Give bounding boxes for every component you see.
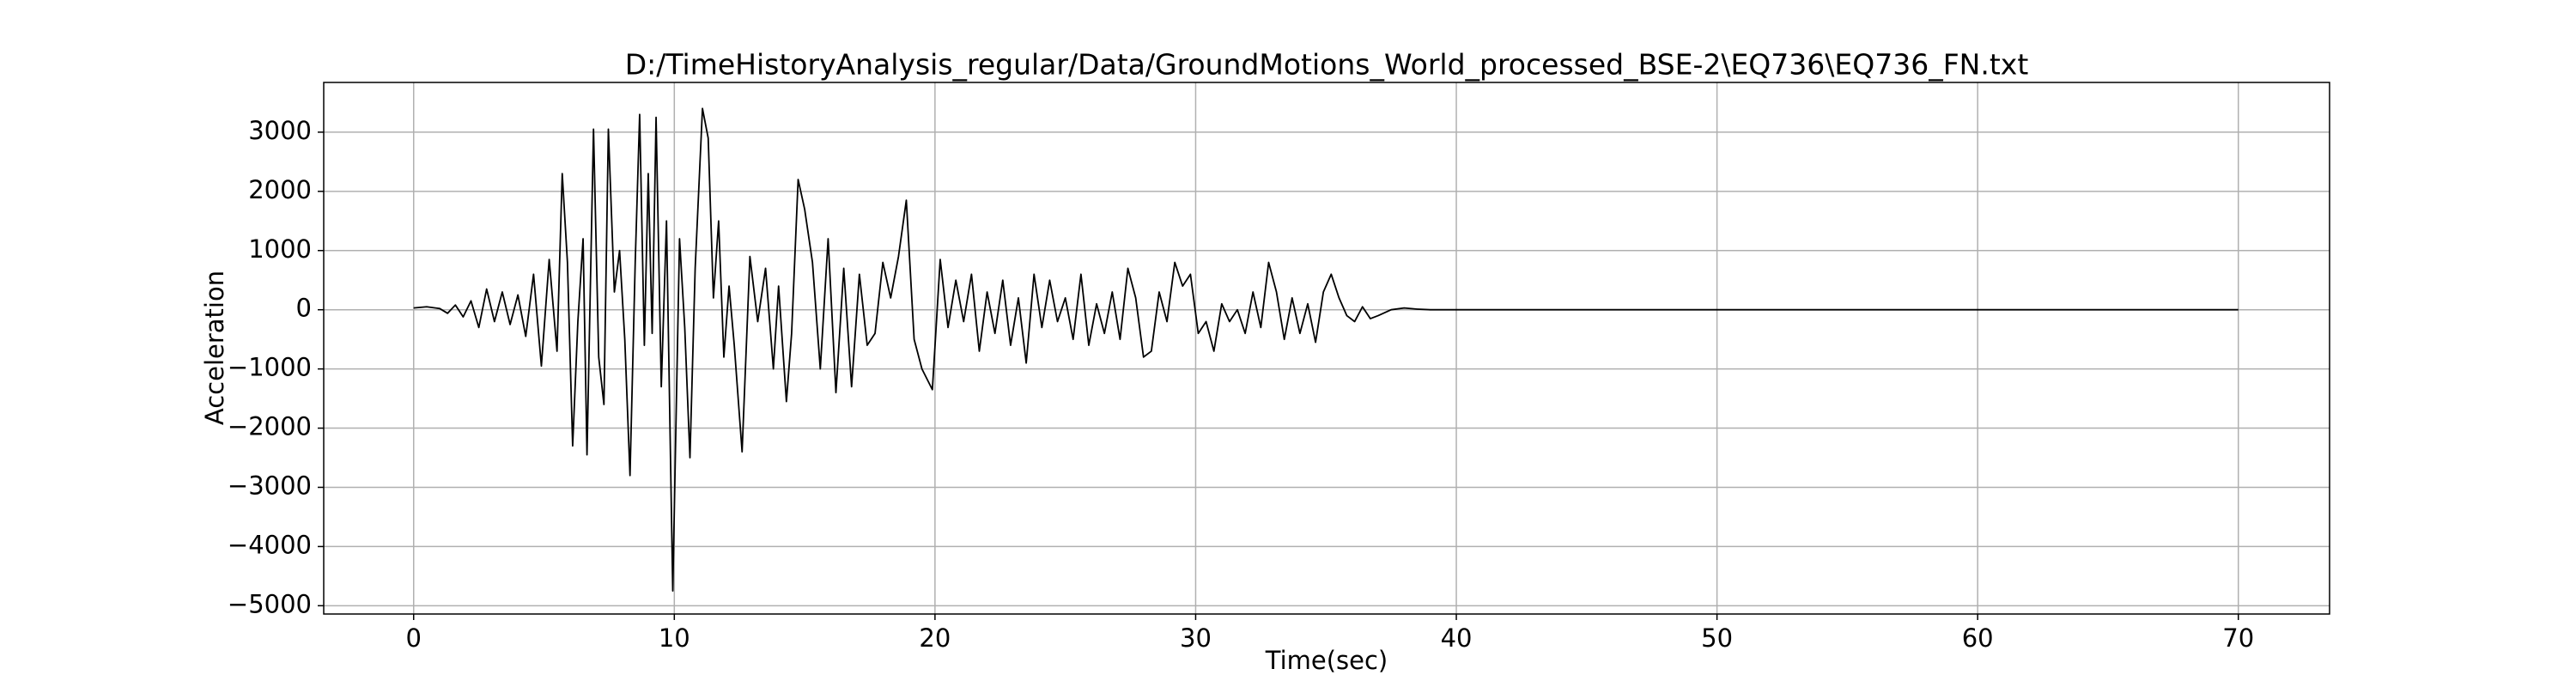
x-tick-label: 10 — [659, 623, 690, 653]
x-tick-label: 60 — [1962, 623, 1994, 653]
y-tick-label: −2000 — [228, 412, 312, 441]
x-tick-label: 20 — [919, 623, 951, 653]
x-tick-label: 70 — [2222, 623, 2254, 653]
chart-title: D:/TimeHistoryAnalysis_regular/Data/Grou… — [625, 48, 2029, 82]
y-tick-label: 3000 — [248, 116, 312, 145]
y-axis-label: Acceleration — [200, 271, 229, 425]
y-tick-label: −1000 — [228, 353, 312, 382]
y-tick-label: 2000 — [248, 175, 312, 204]
series-line — [413, 107, 2239, 593]
y-tick-label: 1000 — [248, 234, 312, 264]
y-tick-label: −5000 — [228, 589, 312, 618]
x-tick-label: 40 — [1441, 623, 1473, 653]
y-tick-label: −4000 — [228, 530, 312, 559]
y-tick-label: 0 — [296, 294, 312, 323]
y-tick-label: −3000 — [228, 471, 312, 500]
x-axis-label: Time(sec) — [1265, 646, 1388, 675]
x-tick-label: 30 — [1180, 623, 1212, 653]
plot-frame — [323, 82, 2330, 615]
x-tick-label: 50 — [1701, 623, 1733, 653]
x-tick-label: 0 — [406, 623, 422, 653]
